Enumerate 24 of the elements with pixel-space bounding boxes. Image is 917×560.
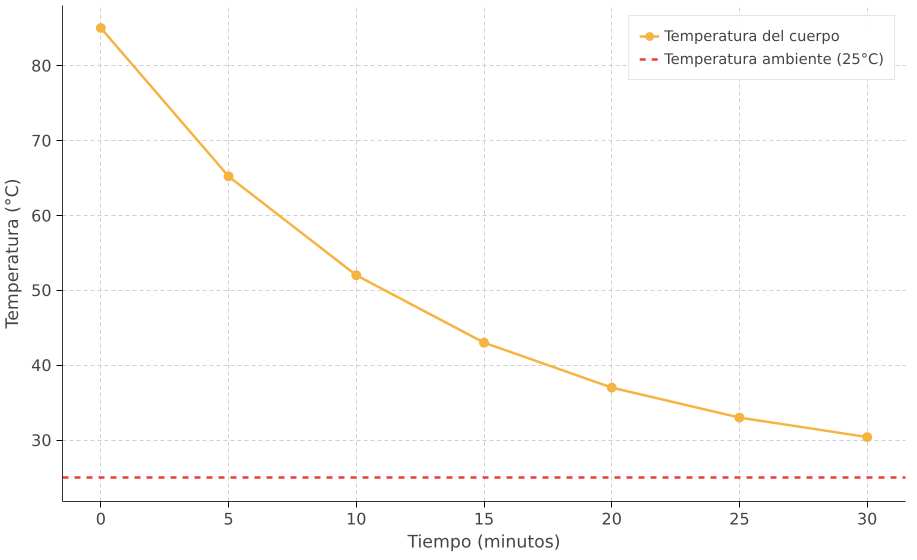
point (224, 171, 234, 182)
point (606, 382, 617, 393)
point (351, 270, 362, 280)
point (479, 338, 489, 348)
y-tick-label: 40 (31, 356, 52, 376)
y-tick-label: 70 (31, 131, 52, 150)
x-tick-label: 0 (96, 510, 106, 528)
x-tick-label: 30 (857, 510, 878, 528)
x-tick-label: 20 (602, 510, 622, 528)
legend-label: Temperatura del cuerpo (664, 28, 840, 44)
point (96, 22, 106, 33)
y-tick-label: 50 (31, 281, 52, 300)
y-tick-label: 80 (31, 56, 52, 76)
y-axis-title: Temperatura (°C) (3, 178, 24, 330)
legend-label: Temperatura ambiente (25°C) (664, 50, 884, 68)
y-tick-label: 30 (31, 431, 52, 450)
y-tick-label: 60 (31, 206, 52, 226)
x-tick-label: 15 (474, 510, 494, 528)
x-axis-title: Tiempo (minutos) (406, 532, 561, 552)
x-tick-label: 25 (729, 510, 750, 528)
x-tick-label: 10 (346, 510, 366, 528)
point (734, 412, 744, 423)
x-tick-label: 5 (223, 510, 234, 528)
point (862, 432, 872, 442)
